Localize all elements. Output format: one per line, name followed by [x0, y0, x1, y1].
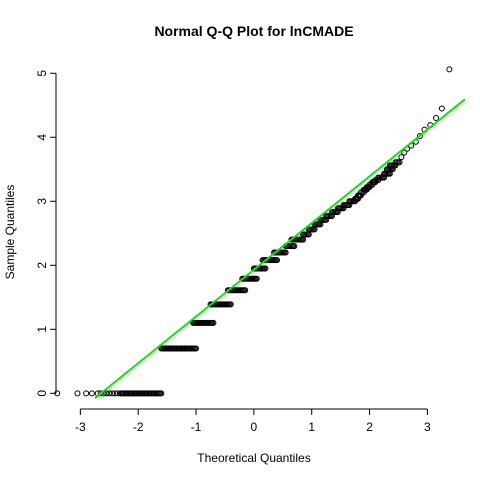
y-tick-label: 2: [35, 262, 49, 269]
data-point: [446, 66, 453, 73]
plot-area: [63, 63, 465, 401]
x-tick-label: 2: [366, 420, 373, 434]
data-point: [88, 390, 95, 397]
data-points: [54, 66, 453, 397]
data-point: [433, 115, 440, 122]
data-point: [282, 249, 289, 256]
x-axis-label: Theoretical Quantiles: [197, 451, 310, 465]
data-point: [242, 287, 249, 294]
x-tick-label: -3: [75, 420, 86, 434]
reference-line-layer: [94, 98, 466, 400]
y-tick-label: 0: [35, 390, 49, 397]
y-tick-label: 3: [35, 198, 49, 205]
x-axis: -3 -2 -1 0 1 2 3: [75, 408, 431, 434]
data-point: [274, 257, 281, 264]
x-tick-label: 3: [424, 420, 431, 434]
y-axis: 0 1 2 3 4 5: [35, 70, 57, 397]
data-point: [253, 275, 260, 282]
y-tick-label: 1: [35, 326, 49, 333]
data-point: [109, 390, 116, 397]
data-point: [193, 345, 200, 352]
data-point: [74, 390, 81, 397]
data-point: [398, 154, 405, 161]
data-point: [210, 319, 217, 326]
data-point: [106, 390, 113, 397]
y-tick-label: 5: [35, 70, 49, 77]
data-point: [83, 390, 90, 397]
x-tick-label: -1: [191, 420, 202, 434]
data-point: [401, 149, 408, 156]
reference-line: [94, 98, 466, 400]
data-point: [103, 390, 110, 397]
data-point: [291, 243, 298, 250]
y-axis-label: Sample Quantiles: [3, 185, 17, 280]
data-point: [112, 390, 119, 397]
data-point: [262, 265, 269, 272]
x-tick-label: 1: [308, 420, 315, 434]
data-point: [227, 301, 234, 308]
y-tick-label: 4: [35, 134, 49, 141]
x-tick-label: -2: [133, 420, 144, 434]
data-point: [396, 159, 403, 166]
x-tick-label: 0: [251, 420, 258, 434]
data-point: [416, 132, 423, 139]
chart-title: Normal Q-Q Plot for lnCMADE: [154, 23, 353, 39]
data-point: [158, 390, 165, 397]
data-point: [438, 105, 445, 112]
data-point: [97, 390, 104, 397]
